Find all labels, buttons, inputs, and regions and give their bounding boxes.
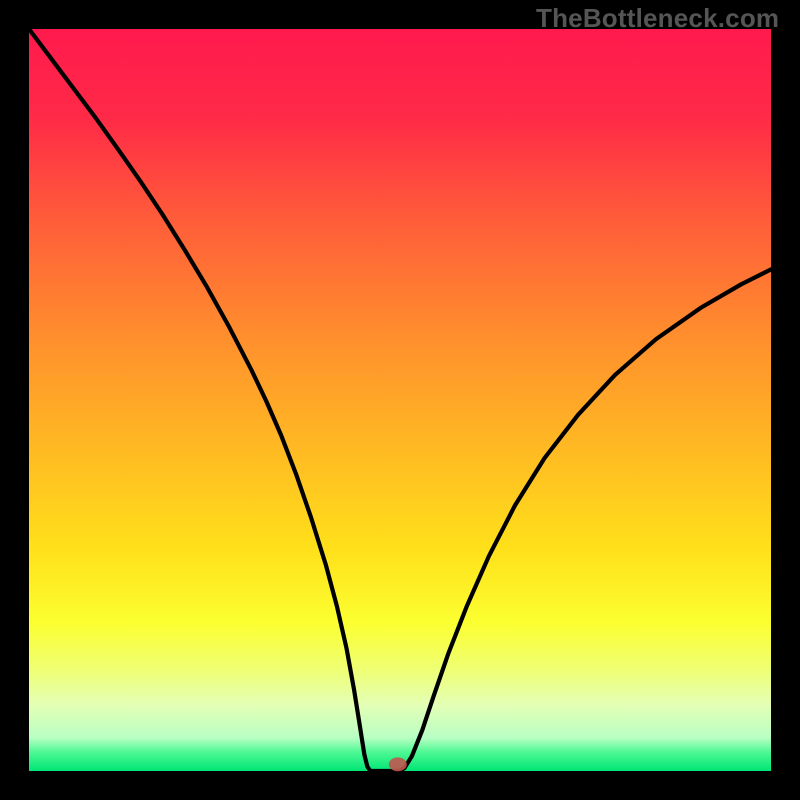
minimum-marker	[389, 757, 407, 771]
bottleneck-chart	[0, 0, 800, 800]
gradient-panel	[29, 29, 771, 771]
watermark-text: TheBottleneck.com	[536, 3, 779, 34]
